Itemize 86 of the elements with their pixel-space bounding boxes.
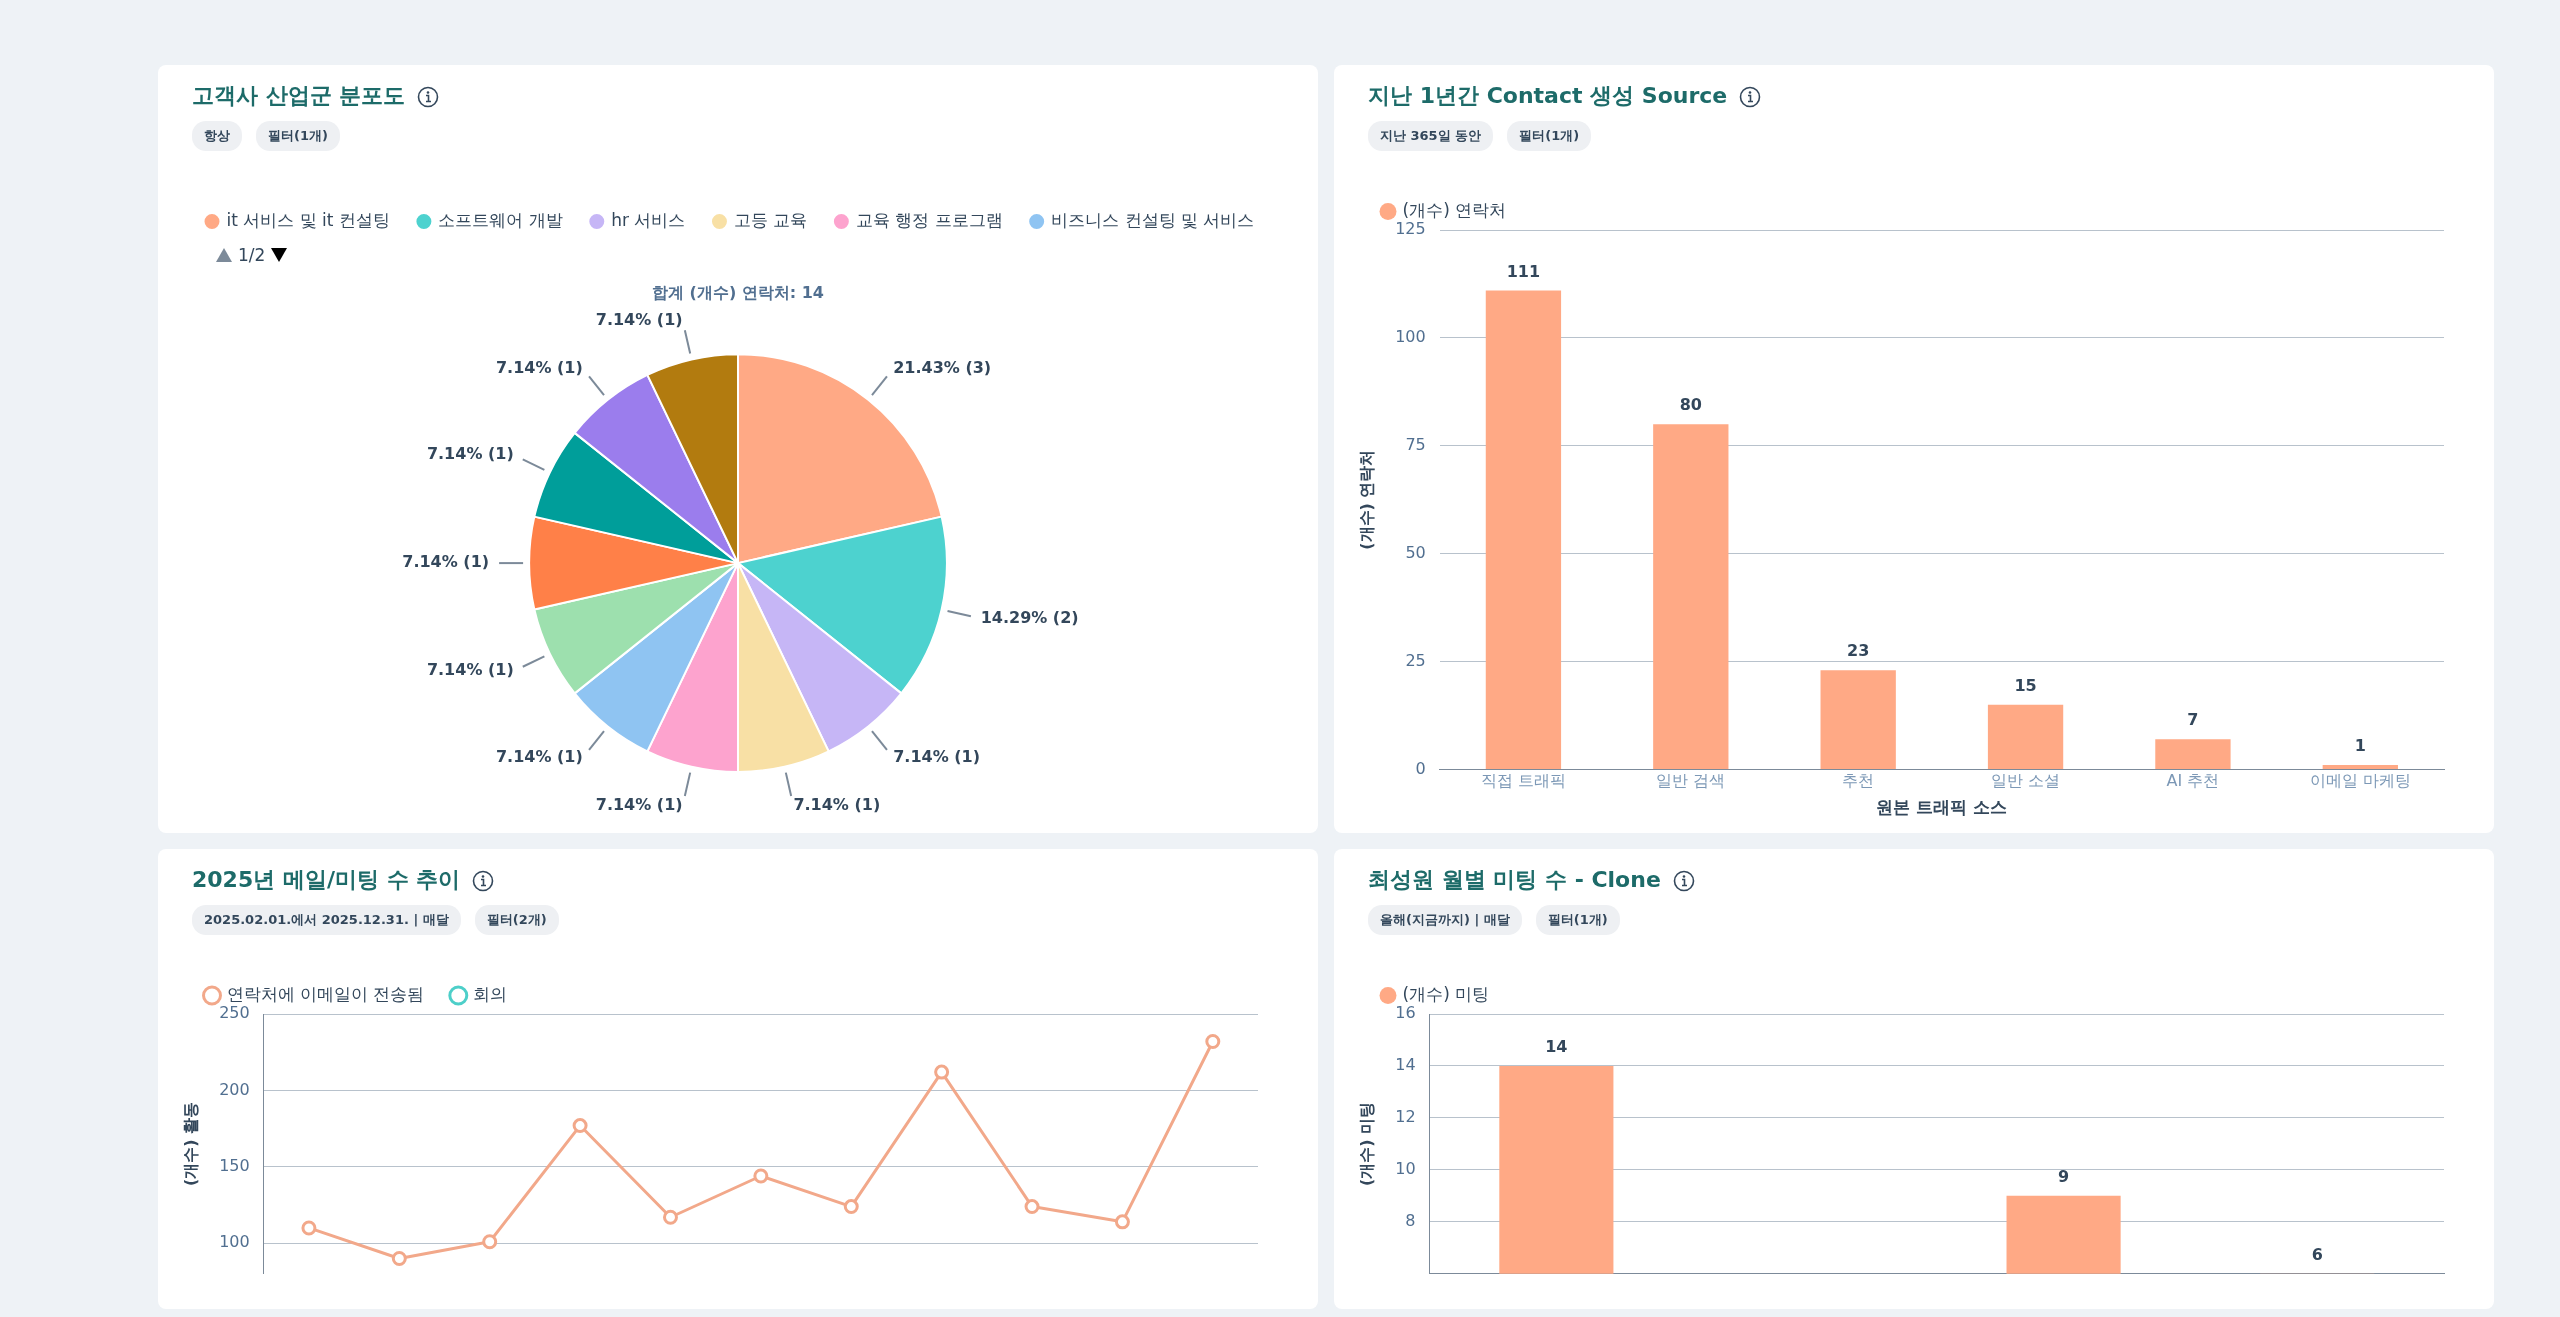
y-tick-label: 75 bbox=[1405, 434, 1426, 454]
data-label: 80 bbox=[1679, 395, 1702, 415]
y-axis-title: (개수) 연락처 bbox=[1356, 449, 1376, 550]
chart-title: 고객사 산업군 분포도 bbox=[192, 83, 406, 108]
text: 필터(2개) bbox=[474, 905, 559, 935]
y-axis-title: (개수) 활동 bbox=[180, 1101, 200, 1186]
point bbox=[662, 1209, 678, 1225]
y-tick-label: 100 bbox=[1395, 327, 1426, 347]
bar bbox=[1987, 704, 2064, 769]
text: 2025.02.01.에서 2025.12.31. | 매달 bbox=[192, 905, 461, 935]
chart-title: 지난 1년간 Contact 생성 Source bbox=[1368, 83, 1728, 108]
data-label: 6 bbox=[2311, 1244, 2323, 1264]
y-tick-label: 8 bbox=[1405, 1211, 1416, 1230]
legend-label: (개수) 미팅 bbox=[1402, 983, 1490, 1004]
x-tick-label: 일반 검색 bbox=[1656, 771, 1726, 791]
y-axis-title: (개수) 미팅 bbox=[1356, 1101, 1376, 1186]
data-label: 23 bbox=[1847, 641, 1870, 661]
data-label: 7.14% (1) bbox=[426, 660, 514, 680]
y-tick-label: 14 bbox=[1395, 1055, 1416, 1075]
data-label: 14.29% (2) bbox=[980, 607, 1079, 627]
x-axis-title: 원본 트래픽 소스 bbox=[1876, 797, 2008, 818]
legend-label: hr 서비스 bbox=[611, 209, 686, 230]
data-label: 9 bbox=[2058, 1167, 2070, 1187]
bar bbox=[1653, 424, 1729, 769]
data-label: 7.14% (1) bbox=[426, 444, 514, 464]
bar bbox=[2322, 765, 2398, 769]
legend-label: 회의 bbox=[472, 983, 507, 1004]
data-label: 15 bbox=[2014, 675, 2037, 695]
legend-label: (개수) 연락처 bbox=[1402, 199, 1507, 220]
legend-label: 연락처에 이메일이 전송됨 bbox=[226, 983, 425, 1004]
point bbox=[391, 1251, 407, 1267]
y-tick-label: 16 bbox=[1395, 1003, 1416, 1023]
y-tick-label: 200 bbox=[219, 1079, 250, 1099]
chart-title: 최성원 월별 미팅 수 - Clone bbox=[1368, 867, 1661, 892]
data-label: 7.14% (1) bbox=[793, 794, 881, 814]
point bbox=[934, 1064, 950, 1080]
data-label: 7.14% (1) bbox=[495, 357, 583, 377]
y-tick-label: 100 bbox=[219, 1232, 250, 1252]
point bbox=[572, 1118, 588, 1134]
data-label: 7 bbox=[2187, 710, 2199, 730]
y-tick-label: 125 bbox=[1395, 219, 1426, 239]
text: 필터(1개) bbox=[1507, 121, 1592, 151]
data-label: 7.14% (1) bbox=[595, 794, 683, 814]
x-tick-label: 직접 트래픽 bbox=[1480, 771, 1566, 791]
legend-label: 교육 행정 프로그램 bbox=[855, 209, 1003, 230]
point bbox=[843, 1199, 859, 1215]
x-tick-label: 이메일 마케팅 bbox=[2309, 771, 2411, 791]
point bbox=[1024, 1199, 1040, 1215]
legend-label: it 서비스 및 it 컨설팅 bbox=[226, 209, 390, 230]
text: 합계 (개수) 연락처: 14 bbox=[652, 282, 824, 302]
chart-title: 2025년 메일/미팅 수 추이 bbox=[192, 867, 461, 892]
x-tick-label: AI 추천 bbox=[2166, 771, 2220, 791]
text: 1/2 bbox=[238, 245, 266, 265]
data-label: 7.14% (1) bbox=[595, 309, 683, 329]
y-tick-label: 10 bbox=[1395, 1159, 1416, 1179]
y-tick-label: 25 bbox=[1405, 650, 1426, 670]
x-tick-label: 추천 bbox=[1842, 771, 1875, 791]
bar bbox=[1820, 670, 1896, 769]
data-label: 14 bbox=[1545, 1037, 1568, 1057]
point bbox=[301, 1220, 317, 1236]
legend-label: 소프트웨어 개발 bbox=[438, 209, 563, 230]
y-tick-label: 250 bbox=[219, 1003, 250, 1023]
data-label: 7.14% (1) bbox=[495, 746, 583, 766]
bar bbox=[2155, 739, 2231, 769]
text: 올해(지금까지) | 매달 bbox=[1368, 905, 1522, 935]
point bbox=[753, 1168, 769, 1184]
text: 항상 bbox=[192, 121, 242, 151]
data-label: 7.14% (1) bbox=[402, 552, 490, 572]
point bbox=[482, 1234, 498, 1250]
point bbox=[1205, 1034, 1221, 1050]
data-label: 111 bbox=[1506, 261, 1541, 281]
y-tick-label: 150 bbox=[219, 1155, 250, 1175]
legend-label: 고등 교육 bbox=[733, 209, 808, 230]
y-tick-label: 12 bbox=[1395, 1107, 1416, 1127]
legend-label: 비즈니스 컨설팅 및 서비스 bbox=[1051, 209, 1255, 230]
x-tick-label: 일반 소셜 bbox=[1991, 771, 2061, 791]
bar bbox=[1485, 290, 1562, 769]
point bbox=[1114, 1214, 1130, 1230]
text: 필터(1개) bbox=[256, 121, 340, 151]
y-tick-label: 0 bbox=[1415, 758, 1426, 778]
text: 필터(1개) bbox=[1535, 905, 1620, 935]
data-label: 7.14% (1) bbox=[893, 746, 981, 766]
data-label: 21.43% (3) bbox=[893, 357, 992, 377]
text: 지난 365일 동안 bbox=[1368, 121, 1494, 151]
data-label: 1 bbox=[2354, 736, 2366, 756]
y-tick-label: 50 bbox=[1405, 542, 1426, 562]
